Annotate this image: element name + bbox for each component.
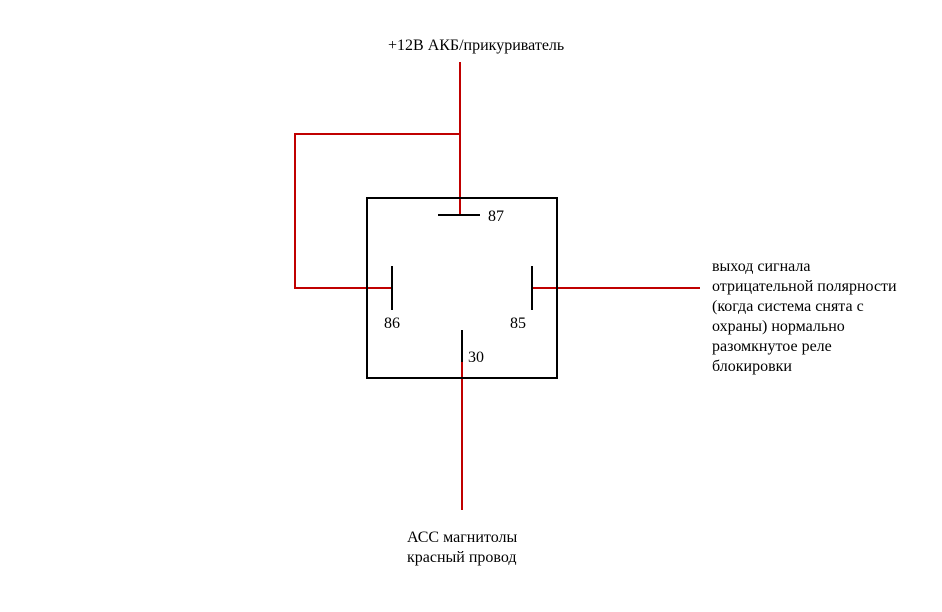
terminal-86-label: 86 [384, 314, 400, 334]
terminal-30-label: 30 [468, 348, 484, 368]
terminal-85-label: 85 [510, 314, 526, 334]
label-bottom-acc: АСС магнитолы красный провод [407, 528, 517, 568]
label-top-12v: +12В АКБ/прикуриватель [388, 36, 564, 56]
label-right-signal: выход сигнала отрицательной полярности (… [712, 257, 897, 377]
terminal-87-label: 87 [488, 207, 504, 227]
diagram-canvas: 87 86 85 30 +12В АКБ/прикуриватель выход… [0, 0, 942, 612]
